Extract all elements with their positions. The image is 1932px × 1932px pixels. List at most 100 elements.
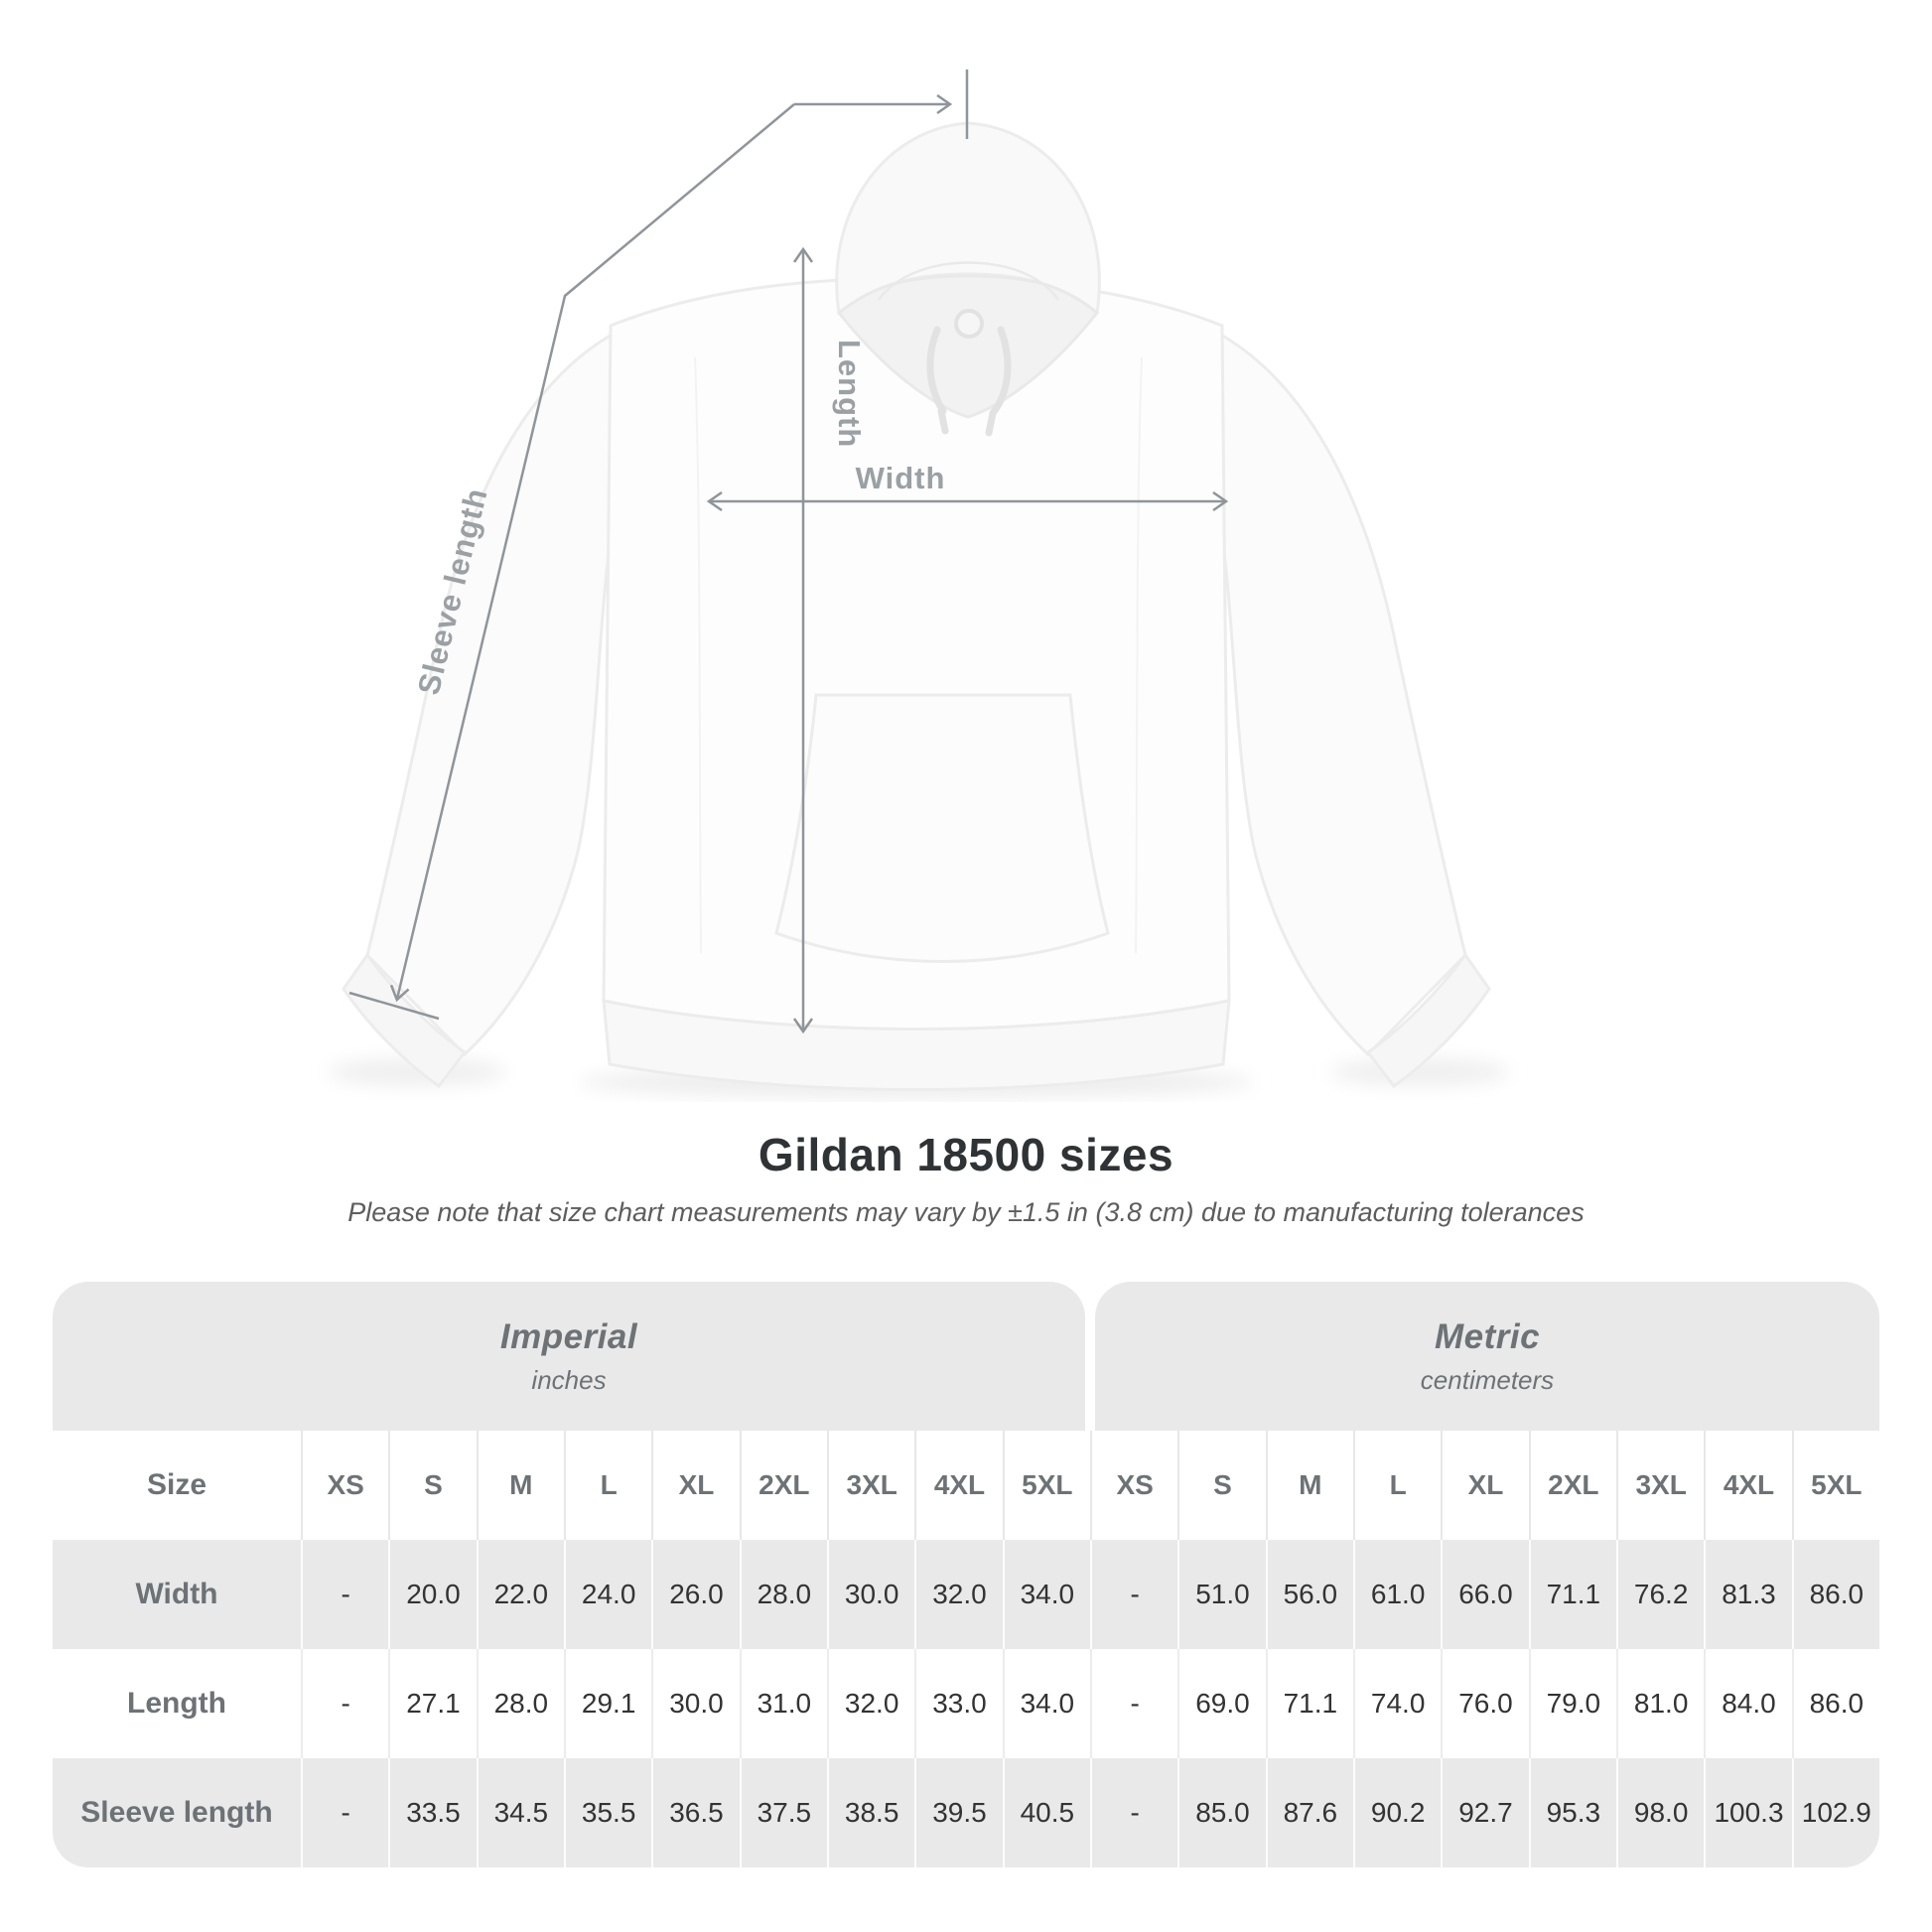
size-column-header: L [1353, 1431, 1441, 1540]
measurement-cell: 92.7 [1441, 1758, 1528, 1867]
measurement-cell: 33.5 [388, 1758, 476, 1867]
sleeve-length-line [397, 103, 795, 999]
row-label: Sleeve length [80, 1796, 273, 1829]
measurement-cell: 90.2 [1353, 1758, 1441, 1867]
measurement-cell: - [301, 1540, 388, 1649]
measurement-cell: 76.2 [1616, 1540, 1704, 1649]
measurement-cell: - [301, 1758, 388, 1867]
tolerance-note: Please note that size chart measurements… [347, 1197, 1585, 1227]
measurement-cell: 40.5 [1002, 1758, 1090, 1867]
row-label: Width [135, 1578, 218, 1610]
metric-unit: centimeters [1420, 1364, 1555, 1395]
sleeve-bottom-tick [348, 991, 440, 1021]
imperial-header: Imperial inches [53, 1282, 1085, 1431]
width-label: Width [856, 461, 946, 495]
measurement-cell: 31.0 [739, 1649, 827, 1758]
measurement-cell: 81.3 [1704, 1540, 1791, 1649]
measurement-cell: 95.3 [1528, 1758, 1616, 1867]
measurement-rows: Width -20.0 22.0 24.0 26.0 28.0 30.0 32.0 34.0-5… [53, 1540, 1879, 1867]
hoodie-measurement-diagram: Length Width Sleeve length [328, 69, 1509, 1098]
size-column-header: 3XL [1616, 1431, 1704, 1540]
size-column-header: 2XL [1528, 1431, 1616, 1540]
measurement-cell: 34.5 [476, 1758, 564, 1867]
hoodie-shape [342, 121, 1491, 1091]
measurement-cell: 32.0 [914, 1540, 1002, 1649]
measurement-cell: 26.0 [651, 1540, 739, 1649]
size-column-header: M [476, 1431, 564, 1540]
measurement-cell: 29.1 [564, 1649, 651, 1758]
measurement-cell: 76.0 [1441, 1649, 1528, 1758]
row-label: Length [127, 1687, 226, 1720]
measurement-cell: 61.0 [1353, 1540, 1441, 1649]
measurement-cell: 27.1 [388, 1649, 476, 1758]
size-column-header: 5XL [1002, 1431, 1090, 1540]
measurement-cell: 24.0 [564, 1540, 651, 1649]
measurement-lines [348, 69, 1225, 1031]
measurement-cell: 79.0 [1528, 1649, 1616, 1758]
page-title: Gildan 18500 sizes [758, 1129, 1174, 1180]
unit-band: Imperial inches Metric centimeters [53, 1282, 1879, 1431]
measurement-cell: 84.0 [1704, 1649, 1791, 1758]
metric-title: Metric [1434, 1316, 1541, 1356]
table-row: Width -20.0 22.0 24.0 26.0 28.0 30.0 32.0 34.0-5… [53, 1540, 1879, 1649]
measurement-cell: 56.0 [1265, 1540, 1353, 1649]
size-column-header: XL [651, 1431, 739, 1540]
measurement-cell: 86.0 [1791, 1540, 1879, 1649]
measurement-cell: 30.0 [827, 1540, 914, 1649]
hoodie-illustration: Length Width Sleeve length [328, 69, 1509, 1098]
title-block: Gildan 18500 sizes Please note that size… [0, 1128, 1932, 1228]
table-row: Sleeve length -33.5 34.5 35.5 36.5 37.5 38.5 39… [53, 1758, 1879, 1867]
size-column-header: XS [1090, 1431, 1177, 1540]
measurement-cell: - [1090, 1649, 1177, 1758]
measurement-cell: - [1090, 1758, 1177, 1867]
measurement-cell: 71.1 [1528, 1540, 1616, 1649]
size-column-header: 5XL [1791, 1431, 1879, 1540]
size-column-header: XL [1441, 1431, 1528, 1540]
measurement-cell: 33.0 [914, 1649, 1002, 1758]
size-table: Imperial inches Metric centimeters Size … [53, 1282, 1879, 1867]
measurement-cell: 100.3 [1704, 1758, 1791, 1867]
measurement-cell: 69.0 [1177, 1649, 1265, 1758]
measurement-cell: 36.5 [651, 1758, 739, 1867]
imperial-unit: inches [531, 1364, 607, 1395]
measurement-cell: 71.1 [1265, 1649, 1353, 1758]
measurement-cell: 39.5 [914, 1758, 1002, 1867]
hoodie-drawstrings [926, 309, 1012, 437]
measurement-cell: 30.0 [651, 1649, 739, 1758]
size-header-row: Size XS S M L XL 2XL 3XL 4XL 5XL XS S M L XL 2XL 3XL 4XL… [53, 1431, 1879, 1540]
measurement-cell: 35.5 [564, 1758, 651, 1867]
measurement-cell: 20.0 [388, 1540, 476, 1649]
measurement-cell: 86.0 [1791, 1649, 1879, 1758]
measurement-cell: 28.0 [739, 1540, 827, 1649]
measurement-cell: 34.0 [1002, 1649, 1090, 1758]
size-column-header: M [1265, 1431, 1353, 1540]
imperial-title: Imperial [499, 1316, 638, 1356]
measurement-cell: 38.5 [827, 1758, 914, 1867]
measurement-cell: 98.0 [1616, 1758, 1704, 1867]
measurement-cell: 66.0 [1441, 1540, 1528, 1649]
measurement-cell: - [1090, 1540, 1177, 1649]
measurement-cell: 74.0 [1353, 1649, 1441, 1758]
measurement-cell: 34.0 [1002, 1540, 1090, 1649]
size-column-header: 4XL [1704, 1431, 1791, 1540]
size-column-header: S [1177, 1431, 1265, 1540]
measurement-cell: 37.5 [739, 1758, 827, 1867]
measurement-cell: 51.0 [1177, 1540, 1265, 1649]
measurement-cell: 81.0 [1616, 1649, 1704, 1758]
metric-header: Metric centimeters [1095, 1282, 1879, 1431]
size-header-label: Size [146, 1468, 207, 1501]
size-column-header: XS [301, 1431, 388, 1540]
measurement-cell: 22.0 [476, 1540, 564, 1649]
size-column-header: L [564, 1431, 651, 1540]
measurement-cell: 85.0 [1177, 1758, 1265, 1867]
measurement-cell: - [301, 1649, 388, 1758]
length-label: Length [832, 340, 867, 448]
size-column-header: 3XL [827, 1431, 914, 1540]
measurement-cell: 102.9 [1791, 1758, 1879, 1867]
measurement-cell: 28.0 [476, 1649, 564, 1758]
size-column-header: 2XL [739, 1431, 827, 1540]
measurement-cell: 32.0 [827, 1649, 914, 1758]
size-column-header: S [388, 1431, 476, 1540]
size-column-header: 4XL [914, 1431, 1002, 1540]
